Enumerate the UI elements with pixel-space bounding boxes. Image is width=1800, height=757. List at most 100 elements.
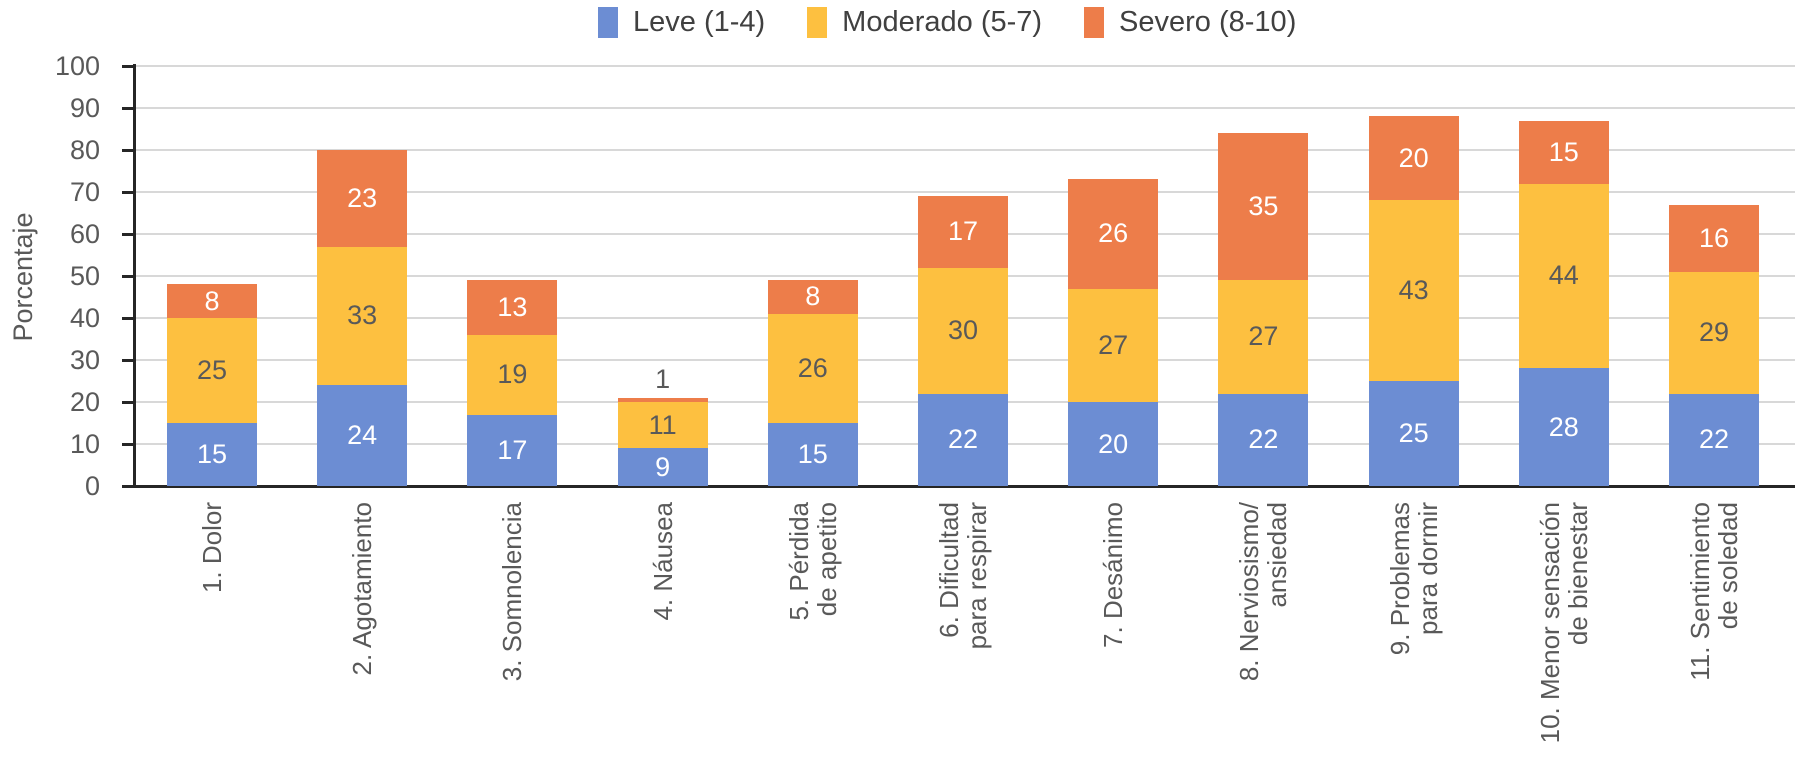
x-axis-label: 9. Problemas para dormir [1384, 502, 1443, 656]
bar-segment: 33 [317, 246, 408, 386]
bar-segment: 25 [167, 318, 257, 423]
y-tick-label: 80 [69, 135, 100, 165]
bar-value-label: 19 [497, 359, 528, 390]
bar-segment: 8 [167, 284, 257, 318]
bar-segment: 27 [1218, 280, 1309, 394]
bar-value-label: 15 [797, 439, 828, 469]
bar-segment: 20 [1068, 402, 1159, 486]
bar-segment: 26 [767, 313, 858, 423]
bar-segment: 23 [317, 150, 408, 247]
y-tick-label: 40 [69, 303, 100, 333]
y-tick-mark [122, 316, 136, 320]
bar-segment: 30 [918, 267, 1008, 394]
bar-segment: 11 [617, 402, 708, 449]
bar-segment: 22 [1218, 393, 1309, 486]
y-tick-label: 90 [69, 93, 100, 123]
bar-segment: 26 [1068, 179, 1159, 289]
legend-swatch-icon [1084, 7, 1105, 38]
x-axis-label: 7. Desánimo [1098, 502, 1129, 648]
bar-value-label: 25 [196, 355, 228, 385]
bar-value-label: 22 [947, 424, 979, 455]
y-tick-mark [122, 190, 136, 194]
bar-segment: 15 [1518, 120, 1609, 184]
bar-value-label: 8 [204, 285, 220, 316]
y-tick-label: 30 [69, 345, 100, 375]
bar-value-label: 16 [1698, 222, 1730, 253]
bar-segment: 13 [467, 280, 558, 335]
bar-value-label: 22 [1698, 424, 1730, 455]
y-tick-mark [122, 442, 136, 446]
y-tick-mark [122, 106, 136, 110]
y-tick-label: 10 [69, 429, 100, 459]
legend-label: Severo (8-10) [1119, 6, 1297, 38]
legend-label: Leve (1-4) [633, 6, 766, 38]
y-tick-label: 0 [84, 471, 100, 501]
bar-value-label: 11 [648, 409, 677, 440]
bar-value-label: 8 [805, 281, 821, 312]
legend-item: Leve (1-4) [598, 6, 765, 39]
bar-value-label: 43 [1398, 275, 1429, 306]
bar-segment: 9 [617, 448, 708, 486]
gridline [136, 149, 1795, 151]
bar-value-label: 44 [1548, 260, 1579, 291]
y-tick-mark [122, 274, 136, 278]
bar-segment: 20 [1368, 116, 1459, 201]
x-axis-label: 1. Dolor [197, 502, 227, 594]
y-tick-mark [122, 400, 136, 404]
bar-segment: 28 [1518, 368, 1609, 486]
legend-item: Moderado (5-7) [807, 6, 1042, 39]
x-axis-line [133, 485, 1795, 488]
bar-segment: 27 [1068, 288, 1159, 402]
bar-segment: 19 [467, 334, 558, 415]
bar-segment: 22 [918, 393, 1008, 486]
bar-value-label: 26 [797, 352, 828, 383]
x-axis-label: 5. Pérdida de apetito [783, 502, 842, 621]
bar-segment: 16 [1669, 204, 1759, 272]
x-axis-label: 10. Menor sensación de bienestar [1534, 502, 1593, 744]
bar-value-label: 17 [497, 434, 528, 465]
y-tick-label: 100 [54, 51, 100, 81]
bar-segment: 43 [1368, 200, 1459, 381]
y-tick-label: 70 [69, 177, 100, 207]
bar-value-label: 27 [1248, 321, 1279, 352]
bar-segment: 24 [317, 385, 408, 486]
x-axis-label: 2. Agotamiento [347, 502, 378, 676]
x-axis-label: 6. Dificultad para respirar [934, 502, 992, 650]
bar-segment: 29 [1669, 271, 1759, 394]
x-axis-label: 4. Náusea [647, 502, 678, 621]
bar-value-label: 29 [1698, 317, 1730, 348]
gridline [136, 107, 1795, 109]
x-axis-label: 3. Somnolencia [497, 502, 528, 682]
legend-swatch-icon [598, 7, 618, 38]
legend-item: Severo (8-10) [1084, 6, 1296, 39]
y-tick-label: 50 [69, 261, 100, 291]
bar-value-label: 13 [497, 291, 528, 322]
bar-value-label: 28 [1548, 411, 1579, 442]
bar-segment: 15 [767, 423, 858, 486]
bar-segment: 15 [167, 423, 257, 486]
bar-segment: 35 [1218, 133, 1309, 281]
bar-value-label: 15 [196, 439, 228, 469]
bar-value-label: 24 [347, 420, 378, 451]
x-axis-label: 11. Sentimiento de soledad [1685, 502, 1743, 681]
bar-value-label: 20 [1098, 428, 1129, 459]
y-tick-label: 20 [69, 387, 100, 417]
bar-segment: 17 [467, 414, 558, 486]
legend-swatch-icon [807, 7, 828, 38]
bar-segment [617, 397, 708, 402]
bar-segment: 17 [918, 196, 1008, 268]
bar-value-label: 22 [1248, 424, 1279, 455]
y-tick-mark [122, 232, 136, 236]
y-tick-mark [122, 148, 136, 152]
bar-segment: 8 [767, 280, 858, 314]
bar-value-label: 27 [1098, 329, 1129, 360]
y-tick-label: 60 [69, 219, 100, 249]
y-tick-mark [122, 358, 136, 362]
gridline [136, 191, 1795, 193]
legend-label: Moderado (5-7) [842, 6, 1043, 38]
bar-segment: 25 [1368, 381, 1459, 486]
y-axis-line [133, 64, 136, 488]
y-tick-mark [122, 484, 136, 488]
bar-value-label: 26 [1098, 218, 1129, 249]
